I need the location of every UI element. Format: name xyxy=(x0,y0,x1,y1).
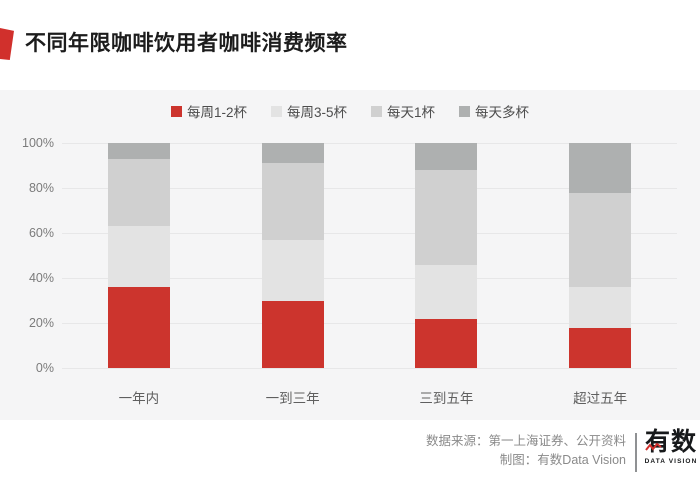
stacked-bar xyxy=(261,143,324,368)
y-axis-tick-label: 100% xyxy=(22,136,54,150)
bar-segment xyxy=(569,287,632,328)
gridline xyxy=(62,368,677,369)
legend-swatch-icon xyxy=(371,105,382,117)
legend-item: 每周3-5杯 xyxy=(270,101,347,121)
bar-segment xyxy=(569,192,632,287)
page-title: 不同年限咖啡饮用者咖啡消费频率 xyxy=(25,32,348,55)
bar-segment xyxy=(261,300,324,368)
bar-segment xyxy=(415,264,478,319)
credit-line: 制图：有数Data Vision xyxy=(499,453,626,467)
y-axis-tick-label: 80% xyxy=(28,181,54,195)
legend-label: 每天1杯 xyxy=(387,105,436,120)
chart-panel: 每周1-2杯 每周3-5杯 每天1杯 每天多杯 0% 20% 40% 60% 80% 100% 一… xyxy=(0,90,700,420)
bar-segment xyxy=(261,163,324,240)
brand-logo-text: 有数 xyxy=(644,427,698,457)
gridline xyxy=(62,233,677,234)
legend-label: 每周3-5杯 xyxy=(286,105,347,120)
bar-segment xyxy=(107,226,170,287)
brand-logo-subtext: DATA VISION xyxy=(644,458,698,465)
gridline xyxy=(62,278,677,279)
bar-segment xyxy=(261,239,324,301)
legend: 每周1-2杯 每周3-5杯 每天1杯 每天多杯 xyxy=(0,101,700,121)
stacked-bar xyxy=(107,143,170,368)
legend-item: 每天多杯 xyxy=(459,101,529,121)
y-axis-tick-label: 40% xyxy=(28,271,54,285)
legend-item: 每天1杯 xyxy=(371,101,435,121)
legend-swatch-icon xyxy=(170,105,182,117)
logo-chart-line-icon xyxy=(645,443,662,451)
logo-cn-text: 有数 xyxy=(644,428,697,456)
y-axis-tick-label: 60% xyxy=(28,226,54,240)
bar-segment xyxy=(415,318,478,368)
legend-label: 每周1-2杯 xyxy=(186,105,247,120)
bar-segment xyxy=(107,287,170,368)
legend-swatch-icon xyxy=(270,105,282,117)
x-axis-tick-label: 一到三年 xyxy=(265,391,320,406)
bar-segment xyxy=(107,143,170,159)
legend-label: 每天多杯 xyxy=(475,105,530,120)
gridline xyxy=(62,143,677,144)
bar-segment xyxy=(569,327,632,368)
footer-divider xyxy=(635,433,637,472)
title-accent-flag xyxy=(0,28,14,60)
stacked-bar xyxy=(415,143,478,368)
y-axis-tick-label: 20% xyxy=(28,316,54,330)
data-source-line: 数据来源：第一上海证券、公开资料 xyxy=(425,434,626,448)
bar-segment xyxy=(415,170,478,265)
footer-credits: 数据来源：第一上海证券、公开资料 制图：有数Data Vision xyxy=(426,432,626,470)
y-axis-tick-label: 0% xyxy=(35,361,54,375)
x-axis-tick-label: 一年内 xyxy=(118,391,160,406)
bar-segment xyxy=(107,158,170,227)
x-axis-tick-label: 三到五年 xyxy=(419,391,474,406)
stacked-bar xyxy=(569,143,632,368)
brand-logo: 有数 DATA VISION xyxy=(644,427,698,465)
x-axis-tick-label: 超过五年 xyxy=(573,391,628,406)
legend-item: 每周1-2杯 xyxy=(170,101,247,121)
gridline xyxy=(62,323,677,324)
gridline xyxy=(62,188,677,189)
bar-segment xyxy=(569,143,632,193)
bar-segment xyxy=(261,143,324,164)
bar-segment xyxy=(415,143,478,170)
legend-swatch-icon xyxy=(459,105,471,117)
